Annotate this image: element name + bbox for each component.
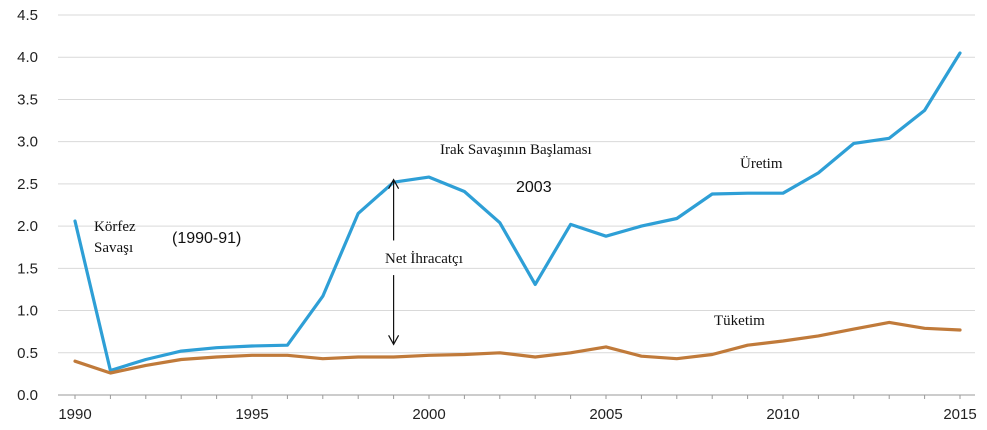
arrow-down-head [388,335,400,346]
annotation-uretim: Üretim [740,155,783,172]
annotation-korfez-line1: Körfez [94,219,136,235]
annotation-korfez-years: (1990-91) [172,230,241,247]
series-line-tuketim [73,320,962,375]
gridlines [58,14,975,354]
y-tick-label: 3.5 [17,91,38,108]
y-tick-label: 0.5 [17,345,38,362]
x-tick-label: 1995 [235,406,268,423]
arrow-up-head [388,178,400,189]
y-tick-labels: 0.0 0.5 1.0 1.5 2.0 2.5 3.0 3.5 4.0 4.5 [17,7,38,404]
annotation-korfez-line2: Savaşı [94,240,133,256]
y-tick-label: 3.0 [17,134,38,151]
series-lines [73,51,962,375]
x-tick-labels: 1990 1995 2000 2005 2010 2015 [58,406,976,423]
annotation-irak: Irak Savaşının Başlaması [440,142,592,158]
y-tick-label: 0.0 [17,387,38,404]
y-tick-label: 1.5 [17,260,38,277]
y-tick-label: 4.0 [17,49,38,66]
series-line-uretim [73,51,962,373]
annotation-net-exporter: Net İhracatçı [385,251,463,267]
x-tick-marks [74,395,961,399]
x-tick-label: 2005 [589,406,622,423]
annotation-irak-year: 2003 [516,179,552,196]
net-exporter-arrow [388,178,400,346]
y-tick-label: 2.5 [17,176,38,193]
x-tick-label: 1990 [58,406,91,423]
annotation-tuketim: Tüketim [714,313,765,329]
x-tick-label: 2010 [766,406,799,423]
y-tick-label: 2.0 [17,218,38,235]
y-tick-label: 1.0 [17,303,38,320]
y-tick-label: 4.5 [17,7,38,24]
x-tick-label: 2015 [943,406,976,423]
x-tick-label: 2000 [412,406,445,423]
